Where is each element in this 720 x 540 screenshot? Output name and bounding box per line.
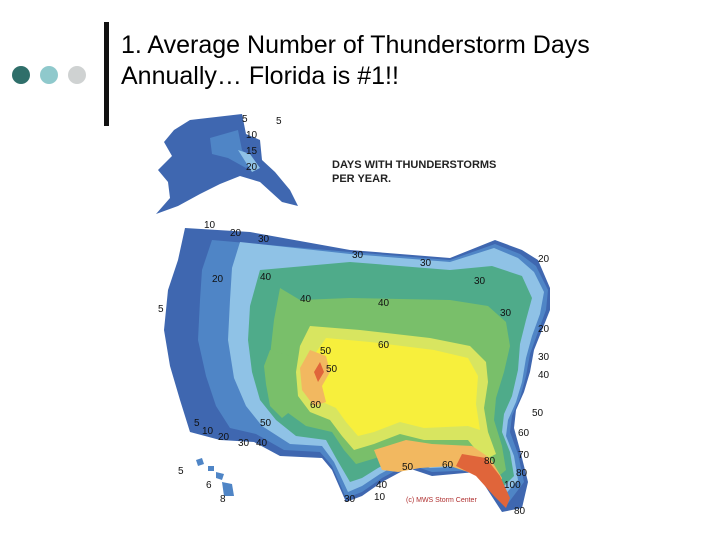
hawaii-region xyxy=(196,458,234,496)
contour-label: 40 xyxy=(376,480,388,491)
contour-label: 20 xyxy=(246,162,258,173)
contour-label: 60 xyxy=(378,340,390,351)
contour-label: 40 xyxy=(378,298,390,309)
contour-label: 20 xyxy=(538,254,550,265)
title-line-2: Annually… Florida is #1!! xyxy=(121,62,399,90)
contour-label: 80 xyxy=(516,468,528,479)
contour-label: 40 xyxy=(538,370,550,381)
contour-label: 30 xyxy=(500,308,512,319)
map-caption-line-2: PER YEAR. xyxy=(332,173,392,185)
contour-label: 30 xyxy=(258,234,270,245)
thunderstorm-map: 5 10 15 20 5 10 20 30 20 40 30 30 30 20 … xyxy=(156,114,550,517)
contour-label: 20 xyxy=(218,432,230,443)
contour-label: 50 xyxy=(402,462,414,473)
alaska-region xyxy=(156,114,298,214)
contour-label: 15 xyxy=(246,146,258,157)
contour-label: 50 xyxy=(320,346,332,357)
contour-label: 60 xyxy=(442,460,454,471)
contour-label: 20 xyxy=(230,228,242,239)
contour-label: 5 xyxy=(194,418,200,429)
title-divider-bar xyxy=(104,22,109,126)
contour-label: 30 xyxy=(238,438,250,449)
contour-label: 8 xyxy=(220,494,226,505)
contour-label: 20 xyxy=(538,324,550,335)
contour-label: 6 xyxy=(206,480,212,491)
map-credit: (c) MWS Storm Center xyxy=(406,497,477,504)
contour-label: 60 xyxy=(310,400,322,411)
title-line-1: 1. Average Number of Thunderstorm Days xyxy=(121,31,590,59)
contour-label: 5 xyxy=(242,114,248,125)
contour-label: 50 xyxy=(260,418,272,429)
contour-label: 10 xyxy=(202,426,214,437)
contour-label: 80 xyxy=(514,506,526,517)
contour-label: 50 xyxy=(326,364,338,375)
contour-label: 5 xyxy=(178,466,184,477)
dot-icon-dark xyxy=(12,66,30,84)
contour-label: 40 xyxy=(260,272,272,283)
decorative-dots xyxy=(12,66,86,84)
dot-icon-teal xyxy=(40,66,58,84)
contour-label: 60 xyxy=(518,428,530,439)
contour-label: 40 xyxy=(300,294,312,305)
contour-label: 70 xyxy=(518,450,530,461)
contour-label: 10 xyxy=(246,130,258,141)
contour-label: 50 xyxy=(532,408,544,419)
contour-label: 30 xyxy=(474,276,486,287)
contour-labels: 5 10 15 20 5 10 20 30 20 40 30 30 30 20 … xyxy=(158,114,550,517)
contour-label: 80 xyxy=(484,456,496,467)
map-caption: DAYS WITH THUNDERSTORMS PER YEAR. xyxy=(332,158,496,186)
slide-title: 1. Average Number of Thunderstorm Days A… xyxy=(121,30,711,92)
contour-label: 20 xyxy=(212,274,224,285)
dot-icon-gray xyxy=(68,66,86,84)
contour-label: 5 xyxy=(276,116,282,127)
contour-label: 30 xyxy=(344,494,356,505)
contour-label: 30 xyxy=(538,352,550,363)
conus-region xyxy=(164,228,550,512)
contour-label: 30 xyxy=(420,258,432,269)
contour-label: 10 xyxy=(374,492,386,503)
map-caption-line-1: DAYS WITH THUNDERSTORMS xyxy=(332,159,497,171)
contour-label: 10 xyxy=(204,220,216,231)
contour-label: 40 xyxy=(256,438,268,449)
contour-label: 100 xyxy=(504,480,521,491)
contour-label: 30 xyxy=(352,250,364,261)
contour-label: 5 xyxy=(158,304,164,315)
